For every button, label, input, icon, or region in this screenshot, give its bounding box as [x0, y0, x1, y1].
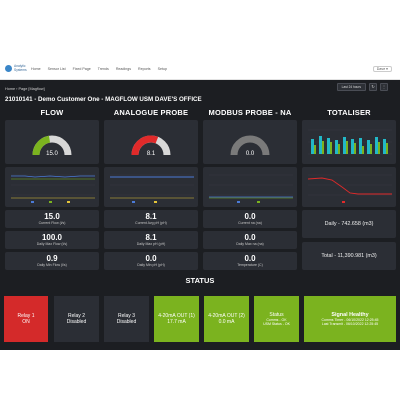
tile-state: Disabled — [116, 319, 137, 325]
nav-item-readings[interactable]: Readings — [115, 67, 132, 71]
top-navigation-bar: Analytic Systems Home Sensor List Fixed … — [0, 60, 400, 80]
tile-title: Relay 2 — [68, 312, 85, 319]
analogue-gauge: 8.1 — [131, 135, 171, 157]
more-icon[interactable]: ⋮ — [380, 83, 388, 91]
totaliser-bars — [311, 136, 388, 154]
totaliser-trend-chart — [307, 174, 392, 203]
logo-text: Analytic Systems — [14, 64, 27, 72]
nav-item-reports[interactable]: Reports — [138, 67, 151, 71]
tile-detail: Comms Timer - 06/10/2022 12:25:45 — [321, 317, 379, 322]
relay-3-tile[interactable]: Relay 3 Disabled — [104, 296, 149, 342]
modbus-trend-chart-panel[interactable] — [203, 167, 297, 207]
nav-menu: Home Sensor List Fixed Page Trends Readi… — [31, 67, 167, 71]
totaliser-bar-chart-panel[interactable] — [302, 120, 396, 164]
tile-value: 17.7 mA — [167, 319, 186, 325]
nav-item-sensor-list[interactable]: Sensor List — [47, 67, 66, 71]
tile-detail: USM Status - OK — [263, 322, 290, 327]
stat-label: Current Avg pH (pH) — [135, 221, 167, 225]
tile-title: 4-20mA OUT (2) — [208, 312, 245, 319]
flow-gauge: 15.0 — [32, 135, 72, 157]
user-menu[interactable]: Dave ▾ — [372, 66, 392, 72]
dashboard: Home › Page [Magflow] 21010141 - Demo Cu… — [0, 80, 400, 350]
signal-health-tile[interactable]: Signal Healthy Comms Timer - 06/10/2022 … — [304, 296, 396, 342]
analog-out-2-tile[interactable]: 4-20mA OUT (2) 0.0 mA — [204, 296, 249, 342]
stat-current-ph[interactable]: 8.1 Current Avg pH (pH) — [104, 210, 198, 228]
stat-daily-max-ph[interactable]: 8.1 Daily Max pH (pH) — [104, 231, 198, 249]
nav-item-fixed-page[interactable]: Fixed Page — [72, 67, 91, 71]
dashboard-toolbar: Last 24 hours ↻ ⋮ — [336, 83, 388, 91]
tile-state: Disabled — [66, 319, 87, 325]
section-title-totaliser: TOTALISER — [327, 108, 371, 117]
page-title: 21010141 - Demo Customer One - MAGFLOW U… — [5, 96, 202, 103]
relay-2-tile[interactable]: Relay 2 Disabled — [54, 296, 99, 342]
flow-trend-chart-panel[interactable] — [5, 167, 99, 207]
totaliser-daily-text: Daily - 742.658 (m3) — [324, 221, 374, 227]
comms-status-tile[interactable]: Status Comms - OK USM Status - OK — [254, 296, 299, 342]
section-title-analogue: ANALOGUE PROBE — [113, 108, 189, 117]
nav-item-trends[interactable]: Trends — [97, 67, 109, 71]
tile-detail: Comms - OK — [266, 317, 287, 322]
nav-item-home[interactable]: Home — [31, 67, 41, 71]
flow-gauge-value: 15.0 — [46, 151, 58, 157]
tile-value: 0.0 mA — [218, 319, 235, 325]
analogue-trend-chart — [110, 174, 194, 203]
analog-out-1-tile[interactable]: 4-20mA OUT (1) 17.7 mA — [154, 296, 199, 342]
stat-daily-min-ph[interactable]: 0.0 Daily Min pH (pH) — [104, 252, 198, 270]
flow-trend-chart — [11, 174, 95, 203]
stat-label: Current Flow (l/s) — [38, 221, 66, 225]
stat-label: Current na (na) — [238, 221, 262, 225]
stat-value: 0.9 — [46, 254, 58, 263]
modbus-trend-chart — [209, 174, 293, 203]
app-logo[interactable]: Analytic Systems — [5, 64, 30, 73]
analogue-gauge-panel[interactable]: 8.1 — [104, 120, 198, 164]
stat-value: 0.0 — [244, 212, 256, 221]
breadcrumb[interactable]: Home › Page [Magflow] — [5, 87, 45, 91]
stat-label: Daily Min Flow (l/s) — [37, 263, 67, 267]
tile-title: 4-20mA OUT (1) — [158, 312, 195, 319]
time-range-picker[interactable]: Last 24 hours — [336, 83, 366, 91]
nav-item-setup[interactable]: Setup — [157, 67, 168, 71]
stat-value: 0.0 — [145, 254, 157, 263]
stat-value: 100.0 — [41, 233, 63, 242]
stat-value: 0.0 — [244, 233, 256, 242]
stat-daily-max-na[interactable]: 0.0 Daily Max na (na) — [203, 231, 297, 249]
tile-title: Status — [269, 311, 284, 318]
totaliser-trend-chart-panel[interactable] — [302, 167, 396, 207]
totaliser-total[interactable]: Total - 11,390.981 (m3) — [302, 242, 396, 270]
totaliser-daily[interactable]: Daily - 742.658 (m3) — [302, 210, 396, 238]
stat-value: 0.0 — [244, 254, 256, 263]
status-section-title: STATUS — [185, 276, 215, 285]
tile-title: Signal Healthy — [331, 311, 369, 318]
modbus-gauge: 0.0 — [230, 135, 270, 157]
stat-current-na[interactable]: 0.0 Current na (na) — [203, 210, 297, 228]
stat-label: Temperature (C) — [237, 263, 263, 267]
stat-label: Daily Max na (na) — [236, 242, 264, 246]
modbus-gauge-value: 0.0 — [246, 151, 255, 157]
stat-daily-max-flow[interactable]: 100.0 Daily Max Flow (l/s) — [5, 231, 99, 249]
analogue-gauge-value: 8.1 — [147, 151, 156, 157]
stat-temperature[interactable]: 0.0 Temperature (C) — [203, 252, 297, 270]
analogue-trend-chart-panel[interactable] — [104, 167, 198, 207]
stat-value: 8.1 — [145, 233, 157, 242]
tile-state: ON — [22, 319, 30, 325]
stat-label: Daily Min pH (pH) — [137, 263, 165, 267]
stat-label: Daily Max Flow (l/s) — [36, 242, 68, 246]
tile-title: Relay 1 — [17, 312, 35, 319]
section-title-flow: FLOW — [40, 108, 64, 117]
flow-gauge-panel[interactable]: 15.0 — [5, 120, 99, 164]
stat-value: 15.0 — [44, 212, 60, 221]
stat-label: Daily Max pH (pH) — [136, 242, 166, 246]
totaliser-total-text: Total - 11,390.981 (m3) — [321, 253, 377, 259]
stat-value: 8.1 — [145, 212, 157, 221]
tile-detail: Last Transmit - 06/10/2022 12:25:45 — [321, 322, 379, 327]
totaliser-bar-chart — [308, 129, 392, 155]
tile-title: Relay 3 — [118, 312, 135, 319]
stat-daily-min-flow[interactable]: 0.9 Daily Min Flow (l/s) — [5, 252, 99, 270]
section-title-modbus: MODBUS PROBE - NA — [208, 108, 292, 117]
logo-icon — [5, 65, 12, 73]
refresh-icon[interactable]: ↻ — [369, 83, 377, 91]
modbus-gauge-panel[interactable]: 0.0 — [203, 120, 297, 164]
stat-current-flow[interactable]: 15.0 Current Flow (l/s) — [5, 210, 99, 228]
relay-1-tile[interactable]: Relay 1 ON — [4, 296, 48, 342]
